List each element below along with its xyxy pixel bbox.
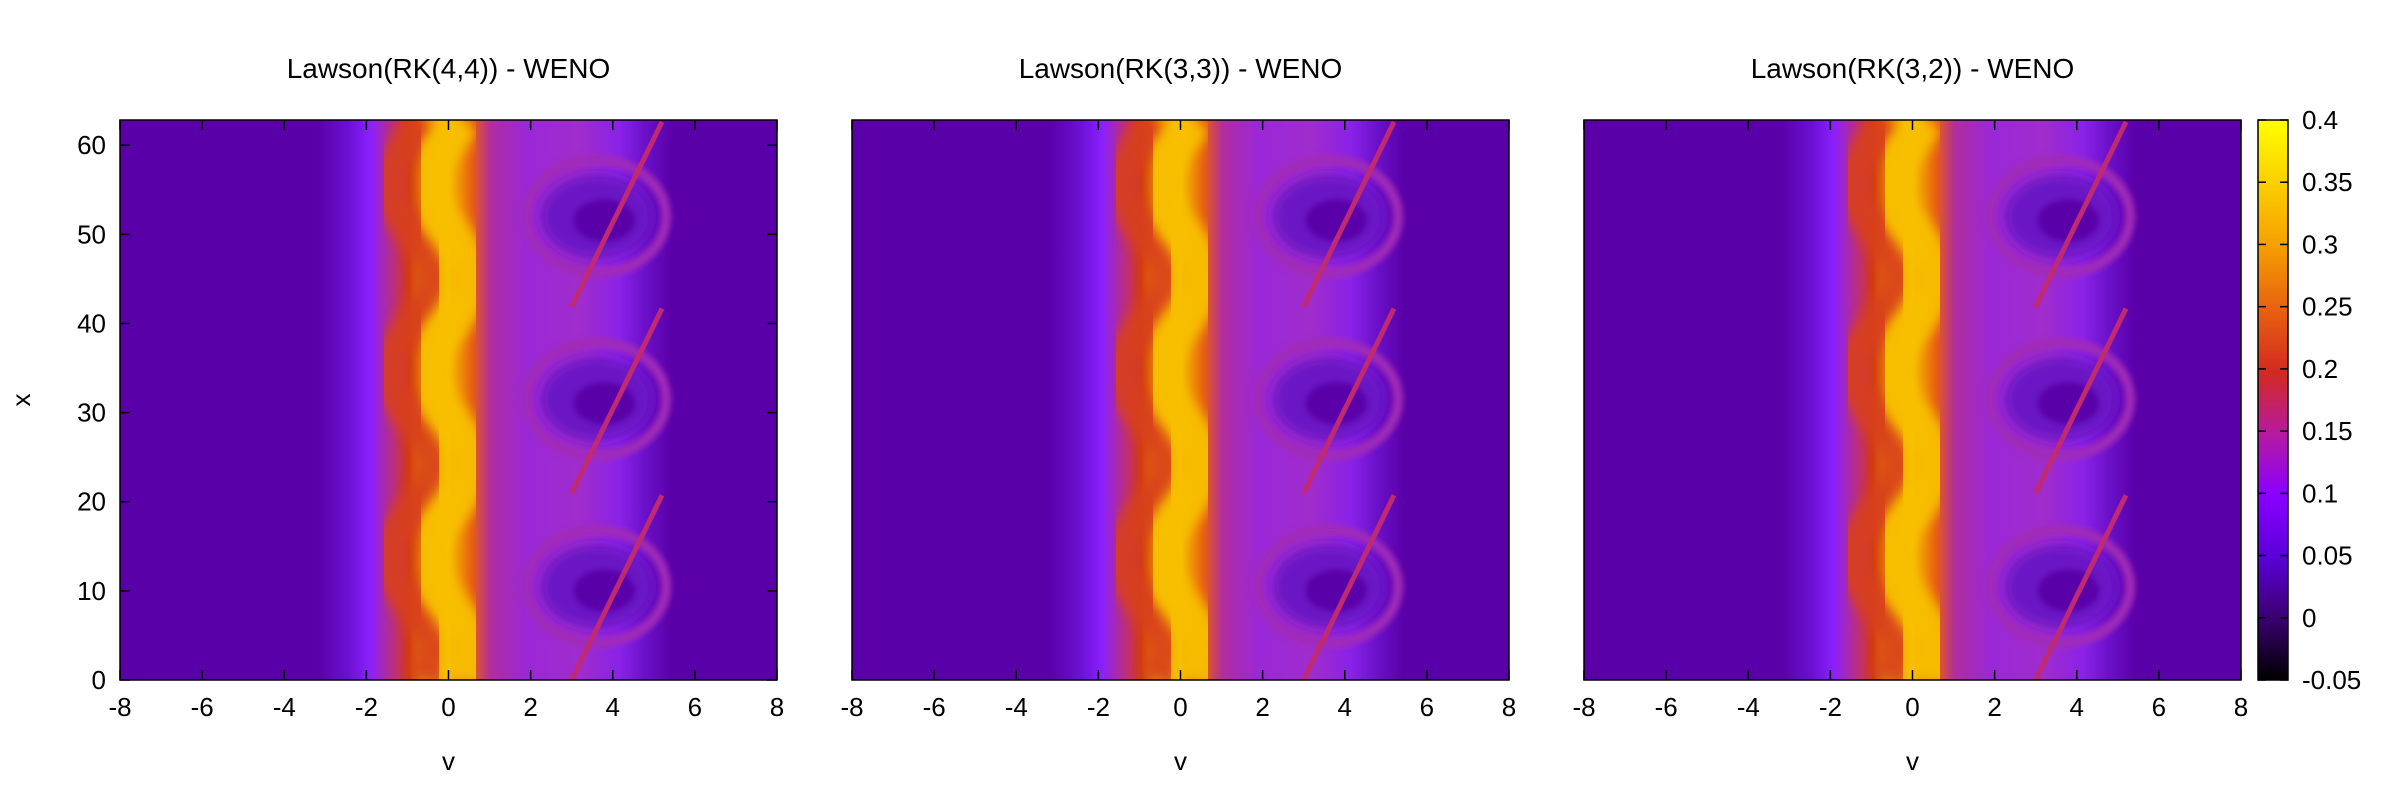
x-axis-label: v: [442, 746, 455, 776]
vortex-center: [573, 382, 636, 425]
vortex-ring: [1253, 337, 1404, 461]
y-tick-label: 40: [77, 308, 106, 338]
colorbar-tick-label: 0.35: [2302, 167, 2353, 197]
vortex-ring: [1985, 337, 2136, 461]
x-tick-label: -8: [840, 692, 863, 722]
y-tick-label: 50: [77, 219, 106, 249]
x-tick-label: 4: [2070, 692, 2084, 722]
x-tick-label: -2: [1819, 692, 1842, 722]
filament: [2033, 494, 2129, 680]
colorbar-tick-label: -0.05: [2302, 665, 2361, 695]
x-tick-label: -6: [1655, 692, 1678, 722]
y-tick-label: 20: [77, 487, 106, 517]
x-tick-label: -6: [923, 692, 946, 722]
vortex-ring: [1985, 154, 2136, 279]
x-tick-label: 2: [1255, 692, 1269, 722]
x-tick-label: 8: [1502, 692, 1516, 722]
x-axis-label: v: [1906, 746, 1919, 776]
colorbar-tick-label: 0.05: [2302, 541, 2353, 571]
panel-title: Lawson(RK(4,4)) - WENO: [287, 53, 611, 84]
x-tick-label: 4: [606, 692, 620, 722]
x-tick-label: -2: [1087, 692, 1110, 722]
filament: [569, 494, 665, 680]
x-tick-label: 6: [2152, 692, 2166, 722]
filament: [569, 307, 665, 495]
vortex-ring: [1985, 524, 2136, 649]
vortex-ring: [1253, 154, 1404, 279]
x-tick-label: -2: [355, 692, 378, 722]
vortex-center: [1305, 569, 1368, 612]
y-tick-label: 10: [77, 576, 106, 606]
x-tick-label: 6: [1420, 692, 1434, 722]
heatmap-image: [120, 120, 777, 680]
panel-2: -8 -6 -4 -2 0 2 4 6 8 Lawson(RK(3,3)) - WENO v: [840, 53, 1516, 776]
vortex-ring: [521, 337, 672, 461]
vortex-center: [1305, 382, 1368, 425]
panel-title: Lawson(RK(3,2)) - WENO: [1751, 53, 2075, 84]
heatmap-image: [1584, 120, 2241, 680]
colorbar-tick-label: 0.25: [2302, 292, 2353, 322]
filament: [1301, 120, 1397, 308]
ridge-core: [1137, 120, 1224, 680]
x-tick-label: 8: [2234, 692, 2248, 722]
colorbar-tick-label: 0.1: [2302, 478, 2338, 508]
y-tick-label: 0: [92, 665, 106, 695]
filament: [2033, 120, 2129, 308]
x-tick-label: -4: [1737, 692, 1760, 722]
colorbar: 0.4 0.35 0.3 0.25 0.2 0.15 0.1 0.05 0 -0.05: [2257, 105, 2361, 695]
y-tick-label: 30: [77, 398, 106, 428]
x-tick-label: 6: [688, 692, 702, 722]
ridge-core: [1869, 120, 1956, 680]
ridge-core: [405, 120, 492, 680]
y-axis-label: x: [6, 394, 36, 407]
ridge-outer: [371, 120, 452, 680]
vortex-ring: [1253, 524, 1404, 649]
panel-3: -8 -6 -4 -2 0 2 4 6 8 Lawson(RK(3,2)) - WENO v: [1572, 53, 2248, 776]
x-tick-label: -8: [1572, 692, 1595, 722]
colorbar-tick-label: 0.4: [2302, 105, 2338, 135]
x-tick-label: 0: [1905, 692, 1919, 722]
ridge-outer: [1835, 120, 1916, 680]
x-tick-label: 8: [770, 692, 784, 722]
y-tick-label: 60: [77, 130, 106, 160]
x-axis-label: v: [1174, 746, 1187, 776]
x-tick-label: -8: [108, 692, 131, 722]
x-tick-label: -4: [1005, 692, 1028, 722]
x-tick-label: 0: [1173, 692, 1187, 722]
filament: [569, 120, 665, 308]
panel-title: Lawson(RK(3,3)) - WENO: [1019, 53, 1343, 84]
vortex-center: [573, 569, 636, 612]
filament: [2033, 307, 2129, 495]
colorbar-gradient: [2257, 119, 2289, 681]
vortex-ring: [521, 154, 672, 279]
x-tick-label: 2: [523, 692, 537, 722]
colorbar-tick-label: 0: [2302, 603, 2316, 633]
x-tick-label: 4: [1338, 692, 1352, 722]
vortex-ring: [521, 524, 672, 649]
heatmap-image: [852, 120, 1509, 680]
vortex-center: [2037, 569, 2100, 612]
x-tick-label: -4: [273, 692, 296, 722]
ridge-outer: [1103, 120, 1184, 680]
x-tick-label: 2: [1987, 692, 2001, 722]
colorbar-tick-label: 0.2: [2302, 354, 2338, 384]
x-tick-label: -6: [191, 692, 214, 722]
panel-1: -8 -6 -4 -2 0 2 4 6 8 0 10 20 30 40 50 60 Lawson(RK(4,4)…: [6, 53, 784, 776]
filament: [1301, 307, 1397, 495]
colorbar-tick-label: 0.3: [2302, 229, 2338, 259]
filament: [1301, 494, 1397, 680]
x-tick-label: 0: [441, 692, 455, 722]
colorbar-tick-label: 0.15: [2302, 416, 2353, 446]
vortex-center: [2037, 382, 2100, 425]
